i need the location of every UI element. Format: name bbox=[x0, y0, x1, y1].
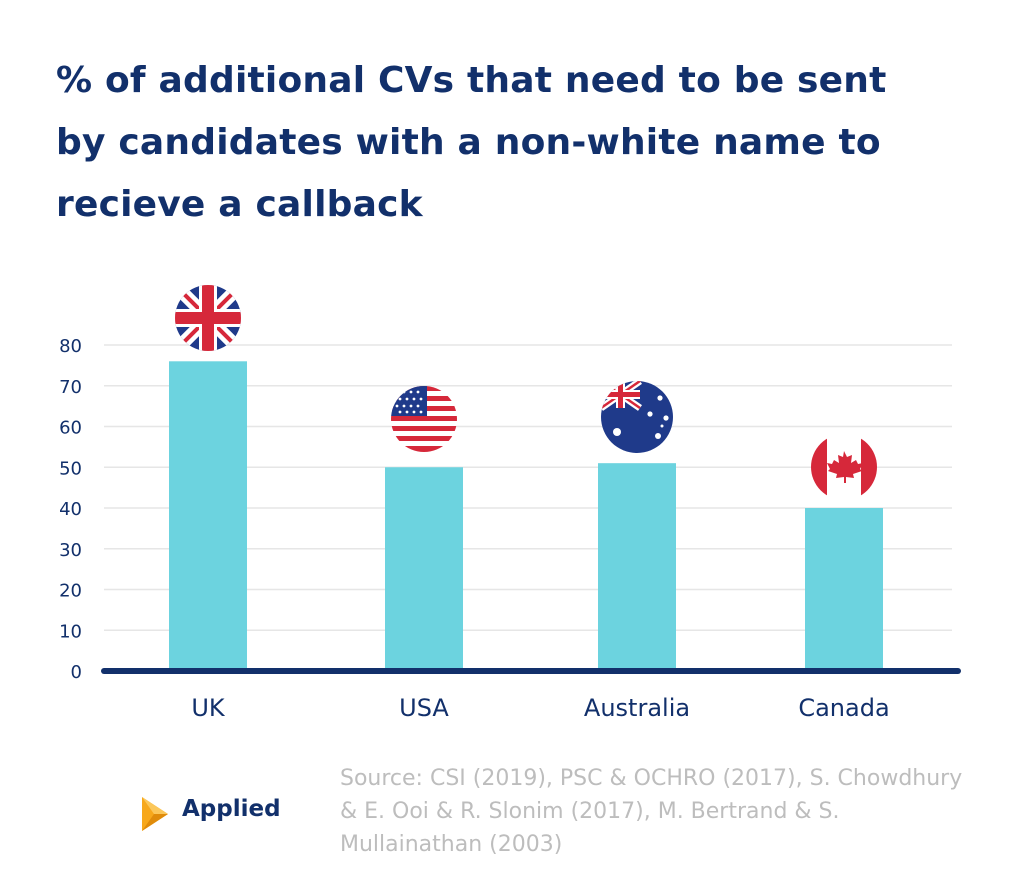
canada-flag-icon bbox=[811, 434, 877, 500]
y-tick-label: 30 bbox=[59, 540, 82, 561]
source-note: Source: CSI (2019), PSC & OCHRO (2017), … bbox=[340, 762, 1010, 861]
source-line-2: & E. Ooi & R. Slonim (2017), M. Bertrand… bbox=[340, 799, 840, 824]
applied-logo-icon bbox=[142, 797, 168, 831]
y-tick-label: 50 bbox=[59, 458, 82, 479]
bar-canada bbox=[805, 508, 883, 671]
x-tick-label: Canada bbox=[798, 694, 889, 722]
y-tick-label: 70 bbox=[59, 377, 82, 398]
title-line-2: by candidates with a non-white name to bbox=[56, 122, 881, 163]
y-tick-label: 0 bbox=[71, 662, 82, 683]
applied-logo: Applied bbox=[138, 792, 288, 832]
y-tick-label: 20 bbox=[59, 581, 82, 602]
y-tick-label: 40 bbox=[59, 499, 82, 520]
source-line-1: Source: CSI (2019), PSC & OCHRO (2017), … bbox=[340, 766, 963, 791]
x-tick-label: Australia bbox=[584, 694, 690, 722]
uk-flag-icon bbox=[175, 285, 241, 351]
y-tick-label: 10 bbox=[59, 621, 82, 642]
title-line-1: % of additional CVs that need to be sent bbox=[56, 60, 887, 101]
bar-uk bbox=[169, 361, 247, 671]
y-tick-label: 80 bbox=[59, 336, 82, 357]
usa-flag-icon bbox=[391, 386, 457, 452]
source-line-3: Mullainathan (2003) bbox=[340, 832, 563, 857]
bar-australia bbox=[598, 463, 676, 671]
x-tick-label: USA bbox=[399, 694, 449, 722]
australia-flag-icon bbox=[601, 381, 673, 453]
applied-logo-text: Applied bbox=[182, 796, 281, 822]
chart-title: % of additional CVs that need to be sent… bbox=[56, 50, 976, 236]
y-tick-label: 60 bbox=[59, 418, 82, 439]
title-line-3: recieve a callback bbox=[56, 184, 423, 225]
x-tick-label: UK bbox=[191, 694, 226, 722]
bar-usa bbox=[385, 467, 463, 671]
